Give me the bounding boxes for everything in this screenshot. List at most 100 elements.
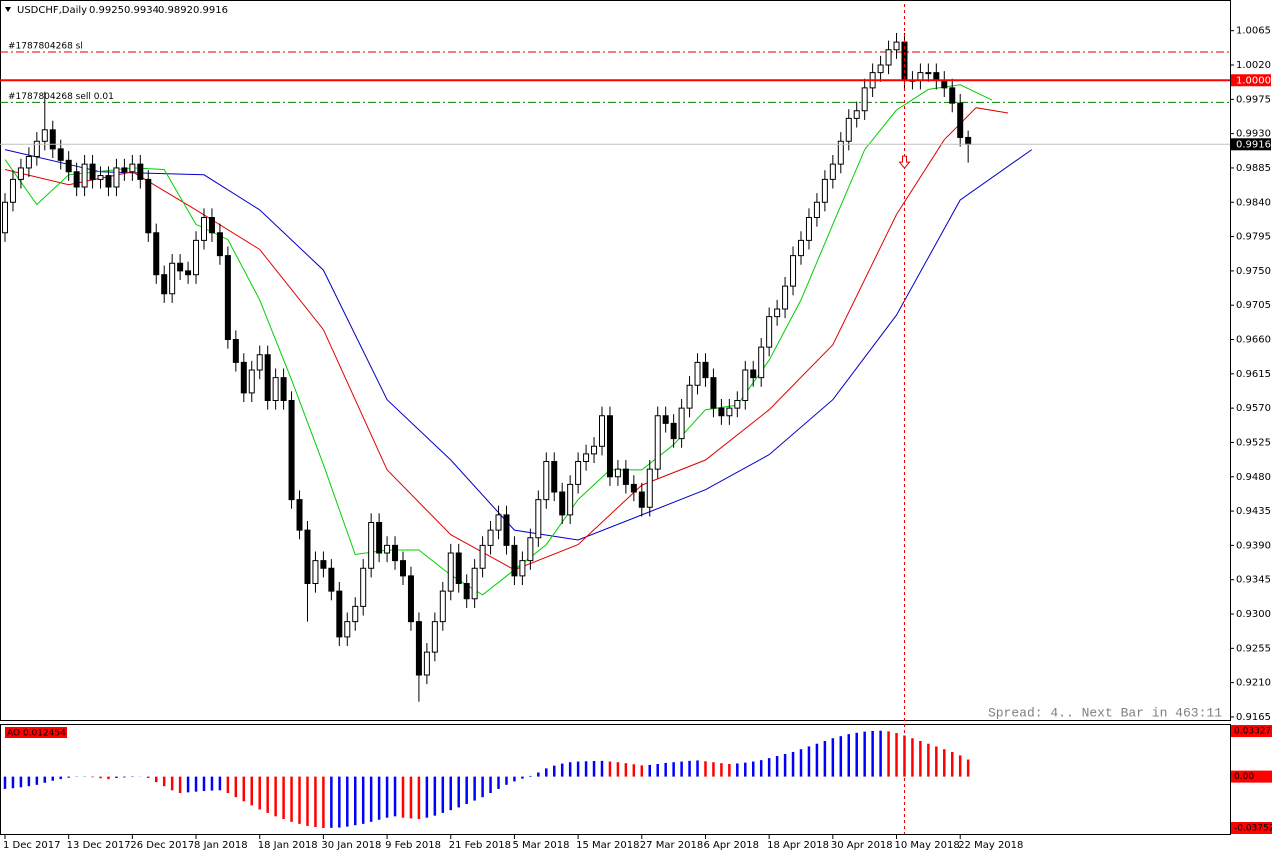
candle-body xyxy=(710,377,717,409)
x-tick-label: 30 Jan 2018 xyxy=(321,840,381,851)
candle-body xyxy=(965,136,972,145)
menu-icon xyxy=(5,7,11,12)
candle-body xyxy=(718,407,725,417)
candle-body xyxy=(280,377,287,402)
y-tick-box xyxy=(1231,822,1272,834)
candle-body xyxy=(877,64,884,74)
y-tick-label: 1.0065 xyxy=(1236,26,1271,37)
y-tick-label: 0.9975 xyxy=(1236,94,1271,105)
x-tick-label: 22 May 2018 xyxy=(958,840,1023,851)
candle-body xyxy=(264,354,271,402)
candle-body xyxy=(65,159,72,173)
candle-body xyxy=(949,87,956,104)
candle-body xyxy=(941,79,948,89)
candle-body xyxy=(495,514,502,531)
ao-title-box xyxy=(5,727,67,738)
candle-body xyxy=(344,621,351,638)
ohlc-close: 0.9916 xyxy=(193,5,228,16)
candle-body xyxy=(535,499,542,539)
candle-body xyxy=(439,590,446,623)
candle-body xyxy=(177,262,184,272)
candle-body xyxy=(798,239,804,257)
candle-body xyxy=(694,361,701,386)
ao-title: AO 0.012454 xyxy=(7,729,66,739)
candle-body xyxy=(2,201,8,234)
candle-body xyxy=(137,163,144,180)
candle-body xyxy=(368,522,375,569)
y-tick-label: 0.00 xyxy=(1234,772,1254,782)
candle-body xyxy=(296,499,303,531)
candle-body xyxy=(503,514,510,546)
x-tick-label: 5 Mar 2018 xyxy=(512,840,569,851)
x-tick-label: 18 Apr 2018 xyxy=(767,840,829,851)
y-tick-label: 0.9570 xyxy=(1236,403,1271,414)
candle-body xyxy=(471,567,478,600)
y-tick-box xyxy=(1231,770,1272,783)
candle-body xyxy=(702,361,709,379)
candle-body xyxy=(622,468,629,485)
candle-body xyxy=(224,255,231,341)
order-label: #1787804268 sell 0.01 xyxy=(8,92,114,102)
x-tick-label: 26 Dec 2017 xyxy=(130,840,194,851)
candle-body xyxy=(583,453,590,463)
candle-body xyxy=(662,415,669,424)
x-tick-label: 1 Dec 2017 xyxy=(3,840,61,851)
candle-body xyxy=(654,415,661,470)
candle-body xyxy=(81,163,88,188)
candle-body xyxy=(49,129,56,150)
candle-body xyxy=(73,171,80,188)
candle-body xyxy=(638,491,645,508)
candle-body xyxy=(543,461,550,501)
ohlc-open: 0.9925 xyxy=(89,5,124,16)
candle-body xyxy=(185,270,192,276)
candle-body xyxy=(415,621,422,676)
y-tick-label: 0.9885 xyxy=(1236,163,1271,174)
sell-arrow xyxy=(898,155,911,169)
price-level-label: 1.0000 xyxy=(1236,75,1271,86)
y-tick-label: 0.9840 xyxy=(1236,197,1271,208)
candle-body xyxy=(726,407,733,417)
candle-body xyxy=(599,415,605,447)
candle-body xyxy=(328,567,335,592)
candle-body xyxy=(423,651,430,676)
bid-box xyxy=(1231,138,1271,151)
candle-body xyxy=(463,583,470,600)
candle-body xyxy=(551,461,558,493)
candle-body xyxy=(256,354,263,371)
candle-body xyxy=(678,407,685,440)
candle-body xyxy=(845,117,852,142)
candle-body xyxy=(400,560,406,577)
candle-body xyxy=(925,72,932,75)
y-tick-label: 0.9480 xyxy=(1236,472,1271,483)
candle-body xyxy=(527,537,534,562)
candle-body xyxy=(957,102,964,138)
candle-body xyxy=(41,129,48,142)
candle-body xyxy=(232,339,239,363)
price-level-box xyxy=(1231,74,1271,87)
y-tick-label: -0.03752 xyxy=(1234,824,1272,834)
y-tick-label: 0.9435 xyxy=(1236,506,1271,517)
candle-body xyxy=(336,590,343,638)
candle-body xyxy=(240,361,247,394)
candle-body xyxy=(376,522,383,554)
candle-body xyxy=(917,72,924,81)
candle-body xyxy=(320,560,327,569)
candle-body xyxy=(161,274,168,295)
ohlc-high: 0.9934 xyxy=(124,5,159,16)
moving-average xyxy=(4,149,1033,541)
candle-body xyxy=(750,369,757,379)
x-tick-label: 18 Jan 2018 xyxy=(258,840,318,851)
y-tick-label: 0.9615 xyxy=(1236,369,1271,380)
candle-body xyxy=(774,308,781,318)
y-tick-label: 0.9255 xyxy=(1236,643,1271,654)
ao-frame xyxy=(0,724,1231,835)
y-tick-label: 0.9210 xyxy=(1236,678,1271,689)
candle-body xyxy=(360,567,367,607)
candle-body xyxy=(813,201,820,219)
y-tick-label: 1.0020 xyxy=(1236,60,1271,71)
candle-body xyxy=(567,483,574,516)
candle-body xyxy=(933,72,940,81)
candle-body xyxy=(25,156,32,169)
